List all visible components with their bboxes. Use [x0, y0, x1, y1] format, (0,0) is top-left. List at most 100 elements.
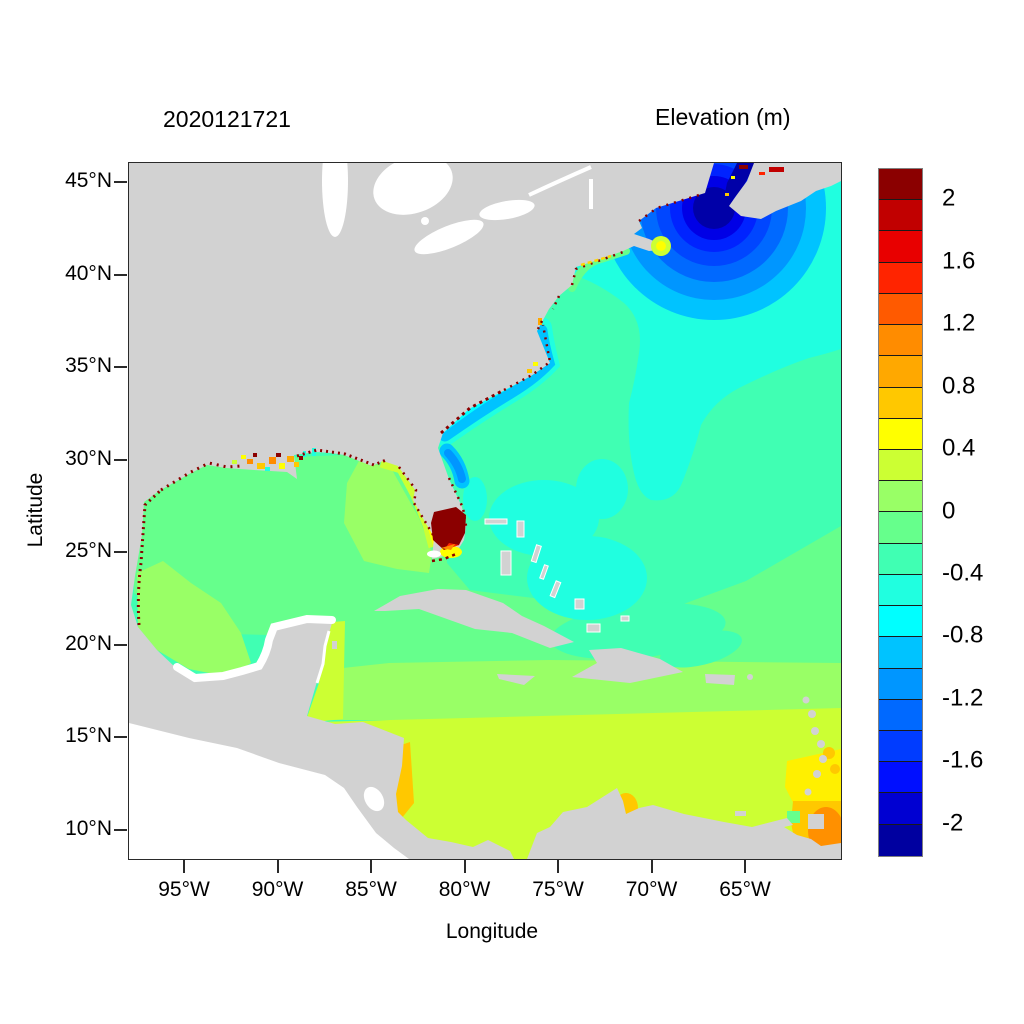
y-axis-label: Latitude: [24, 472, 47, 548]
pacific-out-of-domain: [129, 723, 409, 859]
colorbar-cell: [879, 574, 922, 607]
y-tick-mark: [114, 273, 127, 276]
colorbar-tick-label: -1.6: [942, 746, 984, 774]
cuba-island: [374, 589, 574, 648]
y-tick-label: 25°N: [65, 539, 112, 563]
lesser-antilles-yellow-patch: [785, 749, 841, 818]
x-tick-mark: [463, 860, 466, 873]
coastal-wetdry-speckles: [136, 193, 700, 626]
south-america-land: [527, 788, 841, 859]
east-gulf-yellowgreen: [344, 461, 432, 573]
x-tick-label: 80°W: [438, 878, 491, 901]
carolina-coast-blue-band: [438, 324, 556, 442]
colorbar-cell: [879, 418, 922, 450]
y-tick-label: 10°N: [65, 816, 112, 840]
campeche-yellowgreen: [137, 561, 251, 677]
antilles-inner-teal: [660, 630, 742, 668]
y-tick-label: 35°N: [65, 354, 112, 378]
puerto-rico-island: [705, 674, 735, 685]
colorbar-cell: [879, 824, 922, 856]
pamlico-sound-specks: [527, 318, 542, 373]
y-tick-mark: [114, 551, 127, 554]
colorbar-cell: [879, 730, 922, 763]
x-tick-mark: [744, 860, 746, 873]
great-lakes: [322, 163, 593, 255]
cozumel-island: [332, 641, 337, 649]
colorbar-tick-label: 1.6: [942, 247, 976, 275]
timestamp-title: 2020121721: [163, 106, 291, 132]
lake-nicaragua: [363, 786, 385, 812]
x-tick-mark: [370, 860, 372, 873]
x-tick-mark: [276, 860, 279, 873]
colorbar-tick-label: -0.8: [942, 621, 984, 649]
antilles-gold-dot-2: [830, 764, 840, 774]
nova-scotia-land: [729, 163, 841, 219]
colorbar: [878, 168, 923, 857]
st-lawrence-river: [528, 165, 592, 197]
colorbar-cell: [879, 356, 922, 388]
fundy-head-speckles: [725, 165, 784, 196]
x-tick-mark: [650, 860, 653, 873]
colorbar-tick-label: 2: [942, 184, 956, 212]
colorbar-cell: [879, 262, 922, 294]
colorbar-cell: [879, 512, 922, 544]
bahamas-cyan-blob-south: [527, 536, 647, 620]
campeche-white-fringe: [173, 614, 336, 683]
georgia-bight-blue-core: [444, 449, 466, 483]
map-plot-area: [128, 162, 842, 860]
cape-cod-shoal-spot: [651, 236, 671, 256]
x-tick-mark: [557, 860, 559, 873]
y-tick-mark: [114, 828, 127, 831]
x-tick-label: 95°W: [158, 878, 210, 901]
x-tick-label: 90°W: [251, 878, 304, 901]
north-america-land: [129, 163, 714, 859]
colorbar-tick-label: 0.4: [942, 434, 976, 462]
bay-of-fundy-wedge: [721, 163, 756, 213]
y-tick-label: 20°N: [65, 631, 112, 655]
y-tick-mark: [114, 736, 127, 739]
long-island-gold-dash: [580, 254, 612, 267]
hispaniola-island: [572, 648, 683, 683]
colorbar-cell: [879, 762, 922, 794]
colorbar-cell: [879, 793, 922, 825]
colorbar-tick-label: -2: [942, 809, 964, 837]
lesser-antilles-islands: [735, 674, 827, 829]
paria-green-spot: [787, 811, 800, 823]
x-tick-mark: [183, 860, 185, 873]
y-tick-mark: [114, 366, 127, 369]
colorbar-cell: [879, 231, 922, 263]
colorbar-tick-label: -0.4: [942, 559, 984, 587]
y-tick-mark: [114, 181, 127, 184]
y-tick-mark: [114, 643, 127, 646]
south-florida-flood-blob: [427, 507, 466, 558]
colorbar-cell: [879, 449, 922, 482]
colorbar-tick-label: 1.2: [942, 309, 976, 337]
colorbar-tick-label: -1.2: [942, 684, 984, 712]
colorbar-tick-label: 0: [942, 496, 956, 524]
y-tick-label: 15°N: [65, 724, 112, 748]
colorbar-cell: [879, 699, 922, 731]
colorbar-cell: [879, 481, 922, 513]
colorbar-cell: [879, 169, 922, 201]
x-tick-label: 75°W: [532, 878, 584, 901]
x-tick-label: 65°W: [719, 878, 771, 901]
elevation-map: [129, 163, 841, 859]
y-tick-label: 40°N: [65, 261, 112, 285]
louisiana-marsh-speckles: [232, 453, 303, 471]
colorbar-cell: [879, 637, 922, 669]
antilles-gold-dot-1: [823, 747, 835, 759]
miami-coast-cyan: [463, 477, 487, 521]
y-tick-label: 45°N: [65, 169, 112, 193]
colorbar-cell: [879, 387, 922, 419]
jamaica-island: [497, 674, 535, 685]
colorbar-cell: [879, 543, 922, 575]
x-tick-label: 70°W: [625, 878, 678, 901]
colorbar-cell: [879, 325, 922, 357]
colorbar-cell: [879, 293, 922, 326]
y-tick-label: 30°N: [65, 446, 112, 470]
colorbar-cell: [879, 200, 922, 232]
x-axis-label: Longitude: [445, 920, 539, 943]
y-tick-mark: [114, 458, 127, 461]
colorbar-cell: [879, 606, 922, 638]
colorbar-cell: [879, 668, 922, 700]
